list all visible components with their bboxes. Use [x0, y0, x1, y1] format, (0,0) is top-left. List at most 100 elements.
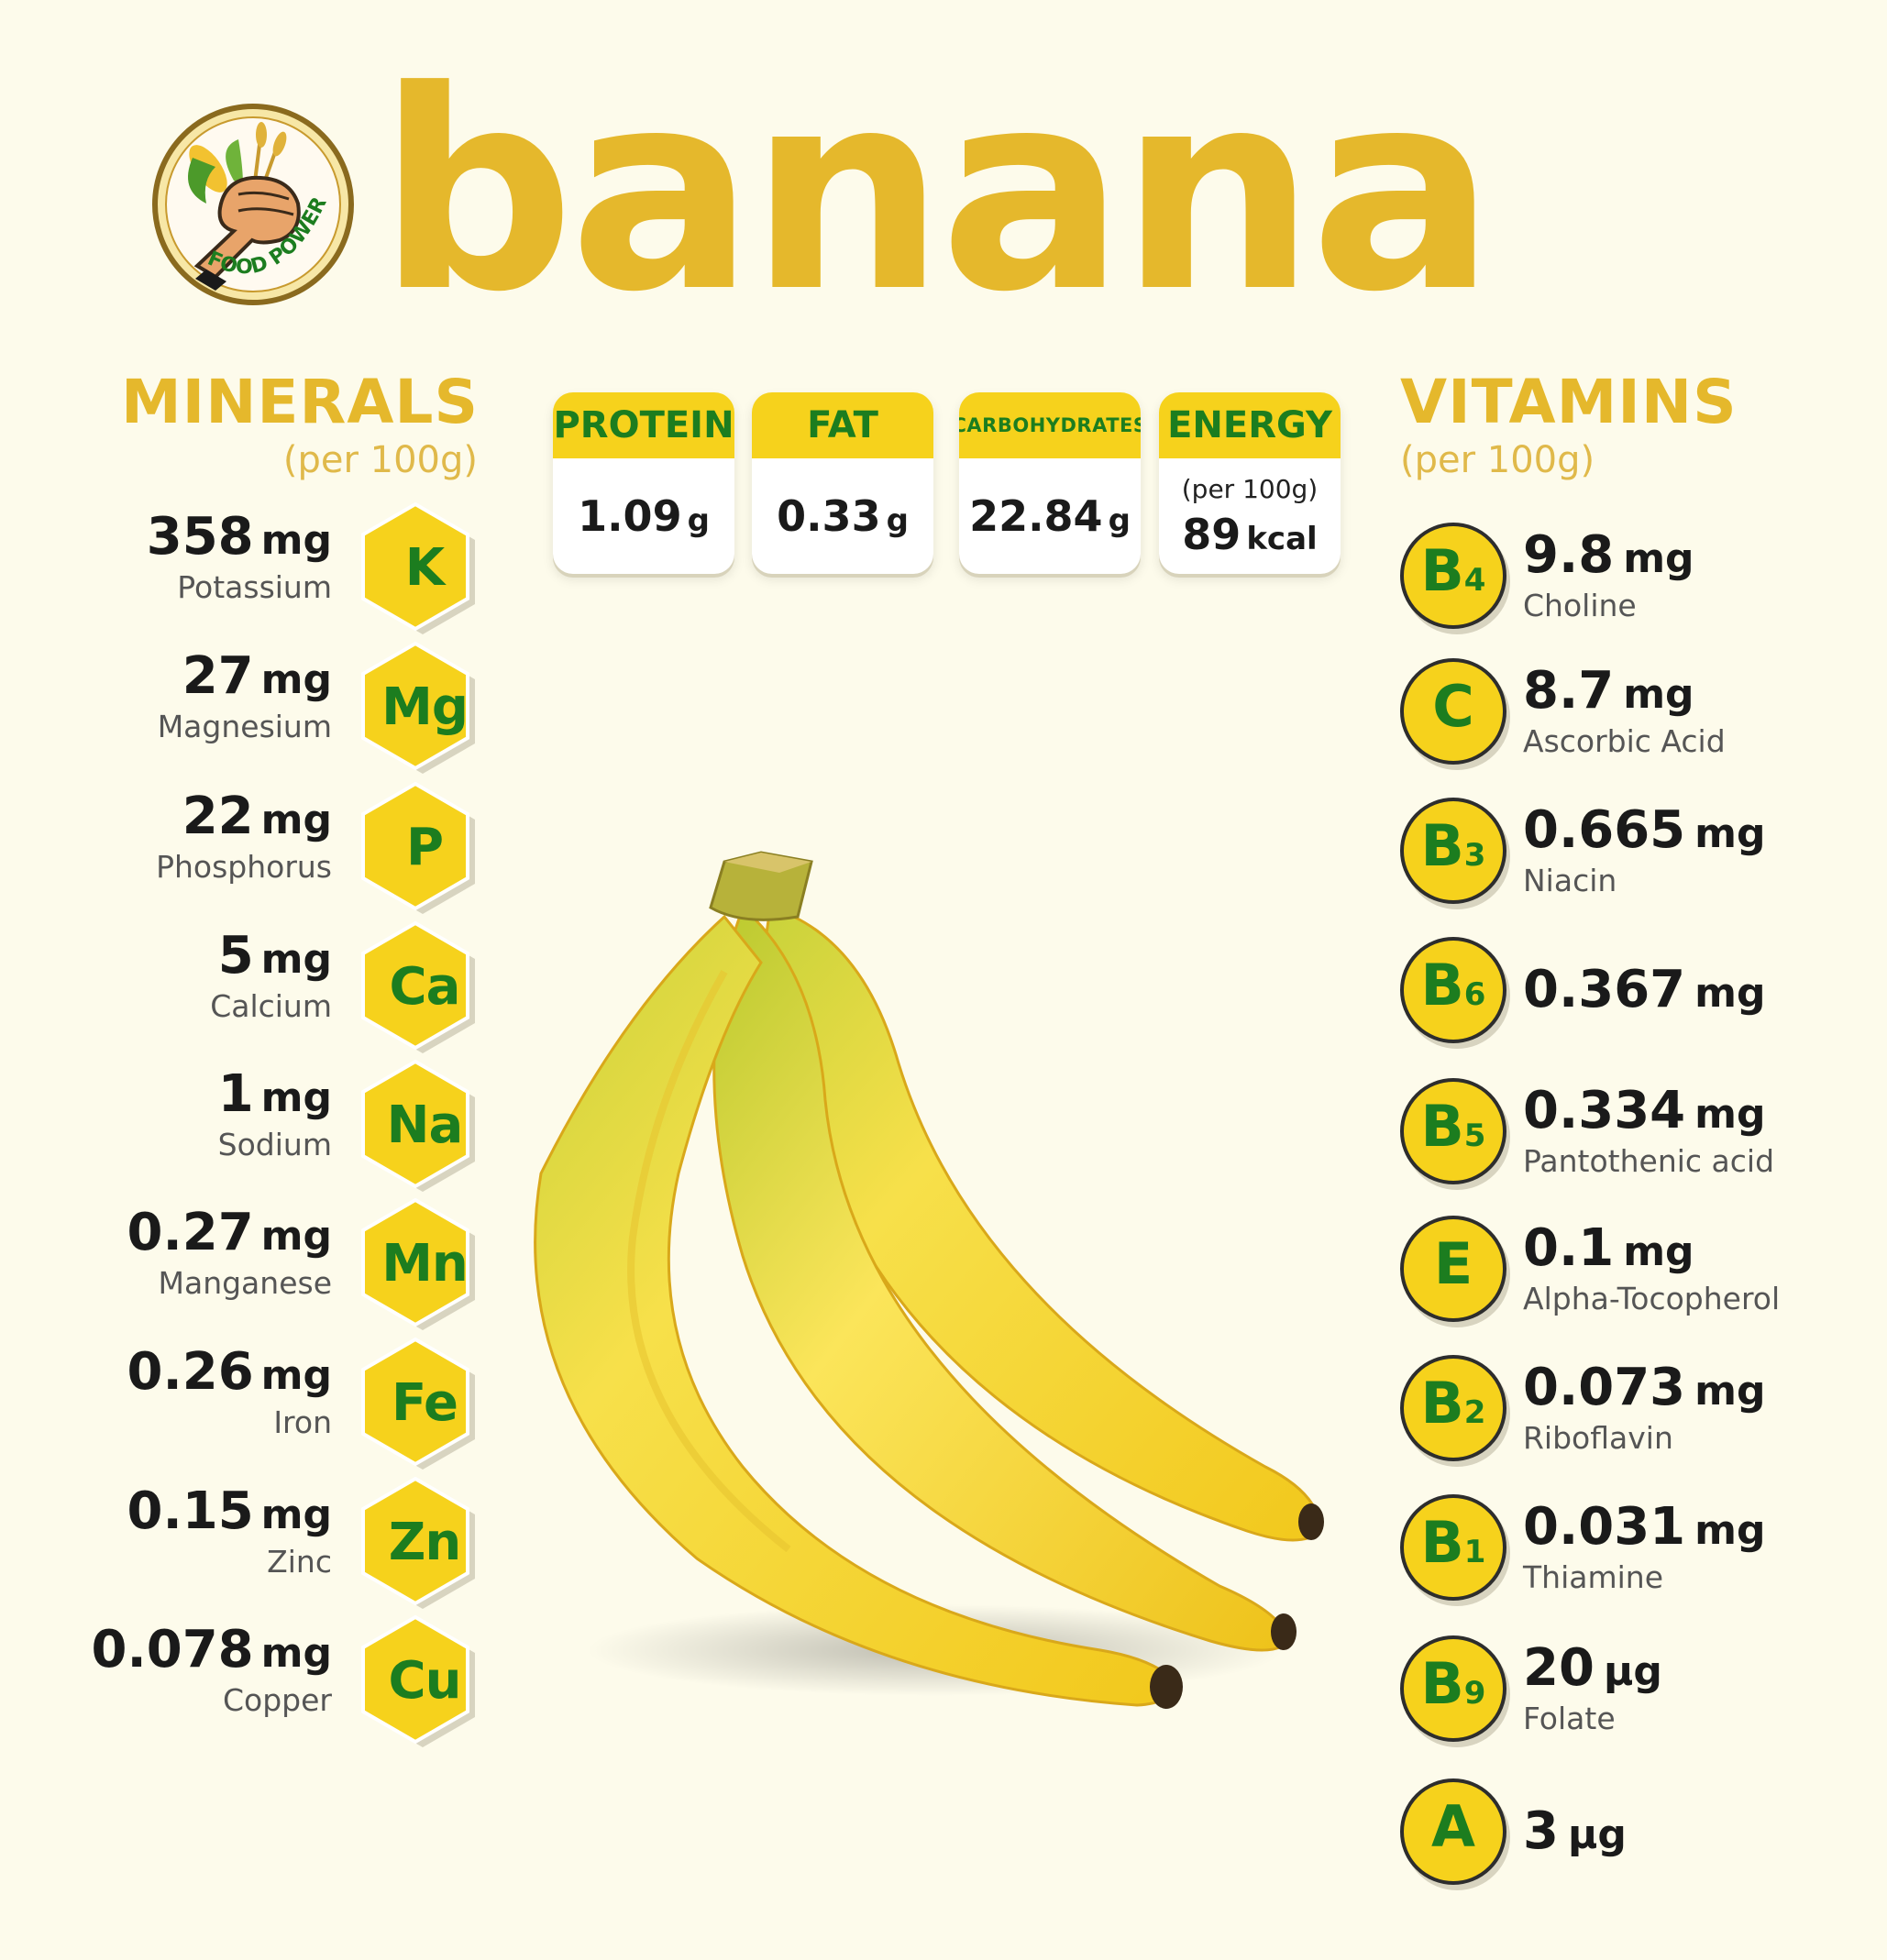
vitamin-name: Folate [1523, 1701, 1616, 1736]
vitamin-unit: mg [1623, 671, 1694, 718]
mineral-unit: mg [260, 517, 332, 564]
mineral-value: 0.27 [127, 1203, 254, 1262]
vitamin-row: B2 0.073 mg Riboflavin [1400, 1355, 1877, 1465]
vitamin-row: E 0.1 mg Alpha-Tocopherol [1400, 1216, 1877, 1326]
vitamin-unit: mg [1694, 970, 1766, 1017]
vitamin-badge-icon: B4 [1400, 523, 1506, 629]
minerals-heading: MINERALS [120, 367, 479, 437]
vitamin-row: B1 0.031 mg Thiamine [1400, 1494, 1877, 1604]
mineral-hexagon-icon [361, 502, 475, 634]
vitamin-letter: B [1420, 1093, 1464, 1160]
vitamin-name: Choline [1523, 588, 1637, 623]
mineral-symbol: Mg [381, 677, 469, 737]
mineral-name: Iron [273, 1404, 332, 1440]
mineral-value: 0.15 [127, 1481, 254, 1541]
mineral-value: 5 [217, 926, 254, 986]
vitamin-number: 3 [1463, 837, 1486, 874]
vitamin-name: Ascorbic Acid [1523, 723, 1726, 759]
vitamin-unit: mg [1694, 1368, 1766, 1415]
mineral-row: 5 mg Calcium Ca [0, 921, 479, 1059]
vitamin-name: Pantothenic acid [1523, 1143, 1775, 1179]
mineral-name: Magnesium [157, 709, 332, 744]
vitamin-value: 0.073 [1523, 1358, 1686, 1417]
mineral-hexagon-icon [361, 782, 475, 914]
mineral-unit: mg [260, 1630, 332, 1677]
vitamins-subheading: (per 100g) [1400, 439, 1595, 481]
mineral-value: 358 [146, 507, 254, 567]
minerals-subheading: (per 100g) [282, 439, 478, 481]
vitamin-badge-icon: B3 [1400, 798, 1506, 904]
macro-value: 22.84 [969, 491, 1103, 541]
vitamin-unit: mg [1694, 810, 1766, 857]
vitamin-letter: B [1420, 1509, 1464, 1576]
vitamin-number: 5 [1463, 1118, 1486, 1154]
vitamin-unit: mg [1694, 1091, 1766, 1138]
vitamin-badge-icon: B9 [1400, 1635, 1506, 1742]
mineral-symbol: P [405, 817, 444, 877]
vitamin-badge-icon: A [1400, 1778, 1506, 1885]
macro-card-carbohydrates: CARBOHYDRATES 22.84 g [959, 392, 1141, 574]
mineral-hexagon-icon [361, 921, 475, 1053]
mineral-hexagon-icon [361, 642, 475, 774]
mineral-symbol: Cu [388, 1650, 462, 1711]
macro-label: PROTEIN [553, 392, 734, 458]
vitamin-number: 4 [1463, 562, 1486, 599]
macro-unit: g [687, 502, 710, 539]
vitamin-letter: B [1420, 1370, 1464, 1437]
vitamin-unit: mg [1623, 535, 1694, 582]
macro-card-fat: FAT 0.33 g [752, 392, 933, 574]
macro-value: 1.09 [578, 491, 682, 541]
vitamin-number: 2 [1463, 1394, 1486, 1431]
mineral-name: Phosphorus [156, 849, 332, 885]
food-power-logo: FOOD POWER [152, 104, 354, 305]
mineral-row: 358 mg Potassium K [0, 502, 479, 640]
mineral-unit: mg [260, 1492, 332, 1538]
vitamin-row: C 8.7 mg Ascorbic Acid [1400, 658, 1877, 768]
vitamin-name: Alpha-Tocopherol [1523, 1281, 1781, 1316]
mineral-unit: mg [260, 1074, 332, 1121]
vitamin-row: A 3 µg [1400, 1778, 1877, 1888]
mineral-unit: mg [260, 656, 332, 703]
vitamin-value: 9.8 [1523, 525, 1615, 585]
vitamin-badge-icon: B6 [1400, 937, 1506, 1043]
mineral-unit: mg [260, 1213, 332, 1260]
vitamin-number: 6 [1463, 976, 1486, 1013]
vitamin-value: 0.031 [1523, 1497, 1686, 1557]
vitamin-row: B6 0.367 mg [1400, 937, 1877, 1047]
vitamins-heading: VITAMINS [1400, 367, 1738, 437]
vitamin-value: 8.7 [1523, 661, 1615, 721]
vitamin-value: 3 [1523, 1801, 1559, 1861]
mineral-unit: mg [260, 1352, 332, 1399]
mineral-value: 22 [182, 787, 254, 846]
macro-value: 0.33 [777, 491, 881, 541]
vitamin-value: 0.1 [1523, 1218, 1615, 1278]
vitamin-number: 1 [1463, 1534, 1486, 1570]
mineral-symbol: Fe [392, 1372, 458, 1433]
vitamin-badge-icon: B5 [1400, 1078, 1506, 1184]
vitamin-row: B9 20 µg Folate [1400, 1635, 1877, 1745]
mineral-symbol: Zn [388, 1512, 461, 1572]
macro-card-energy: ENERGY (per 100g) 89 kcal [1159, 392, 1341, 574]
vitamin-unit: µg [1603, 1648, 1662, 1695]
mineral-hexagon-icon [361, 1198, 475, 1330]
mineral-name: Calcium [210, 988, 332, 1024]
vitamin-letter: B [1420, 952, 1464, 1019]
macro-unit: g [1108, 502, 1131, 539]
vitamin-badge-icon: E [1400, 1216, 1506, 1322]
vitamin-unit: µg [1567, 1811, 1627, 1858]
vitamin-letter: B [1420, 1650, 1464, 1717]
mineral-symbol: K [404, 537, 445, 598]
mineral-unit: mg [260, 797, 332, 843]
vitamin-value: 20 [1523, 1638, 1595, 1698]
vitamin-letter: E [1433, 1230, 1473, 1297]
macro-card-protein: PROTEIN 1.09 g [553, 392, 734, 574]
mineral-row: 0.27 mg Manganese Mn [0, 1198, 479, 1336]
mineral-value: 0.078 [91, 1620, 254, 1679]
vitamin-name: Riboflavin [1523, 1420, 1673, 1456]
page-title: banana [378, 32, 1495, 352]
mineral-symbol: Na [386, 1095, 464, 1155]
mineral-name: Copper [223, 1682, 332, 1718]
vitamin-unit: mg [1623, 1228, 1694, 1275]
mineral-value: 0.26 [127, 1342, 254, 1402]
mineral-hexagon-icon [361, 1060, 475, 1192]
